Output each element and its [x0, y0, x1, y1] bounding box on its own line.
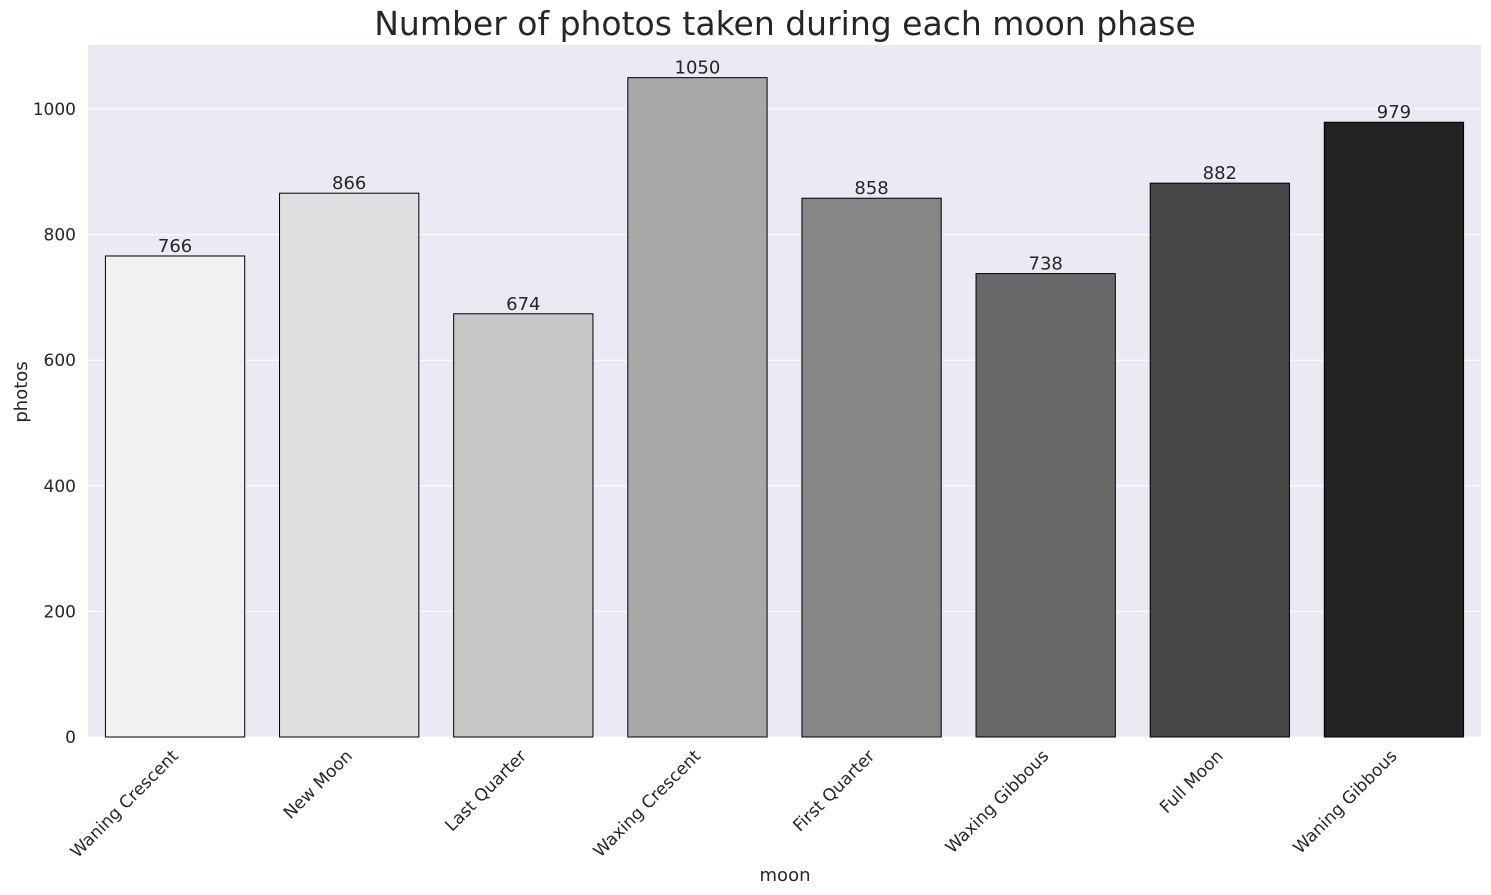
bar — [801, 197, 942, 738]
bar — [453, 313, 594, 738]
bar — [1323, 121, 1465, 738]
bar-value-label: 882 — [1203, 163, 1237, 184]
bar-value-label: 866 — [332, 173, 366, 194]
x-tick-label: Last Quarter — [441, 746, 530, 835]
bar — [1149, 182, 1290, 738]
y-tick-label: 0 — [65, 728, 76, 748]
x-tick-label: Waxing Gibbous — [942, 746, 1053, 857]
x-tick-label: New Moon — [280, 746, 357, 823]
x-tick-label: Full Moon — [1156, 746, 1227, 817]
y-axis-ticks: 0 200 400 600 800 1000 — [33, 100, 76, 748]
bar-value-label: 766 — [158, 236, 192, 257]
x-tick-label: Waxing Crescent — [590, 746, 705, 861]
y-tick-label: 1000 — [33, 100, 76, 120]
bar-value-label: 979 — [1377, 102, 1411, 123]
bar-value-label: 674 — [506, 294, 540, 315]
x-tick-label: Waning Crescent — [67, 746, 183, 862]
bar — [104, 255, 246, 738]
bar-value-labels: 766 866 674 1050 858 738 882 979 — [158, 58, 1411, 315]
bar-value-label: 738 — [1029, 254, 1063, 275]
y-tick-label: 200 — [44, 602, 76, 622]
bar-value-label: 1050 — [675, 58, 721, 79]
x-tick-label: Waning Gibbous — [1290, 746, 1402, 858]
x-axis-label: moon — [760, 865, 811, 886]
y-tick-label: 600 — [44, 351, 76, 371]
chart-title: Number of photos taken during each moon … — [374, 4, 1196, 43]
bar — [975, 273, 1116, 738]
bar — [279, 192, 420, 738]
x-tick-label: First Quarter — [789, 746, 879, 836]
y-tick-label: 400 — [44, 477, 76, 497]
bar-value-label: 858 — [854, 178, 888, 199]
bar — [627, 77, 768, 738]
y-tick-label: 800 — [44, 226, 76, 246]
x-axis-ticks: Waning Crescent New Moon Last Quarter Waxin… — [67, 746, 1402, 862]
bars-group — [104, 77, 1465, 738]
y-axis-label: photos — [11, 361, 32, 422]
